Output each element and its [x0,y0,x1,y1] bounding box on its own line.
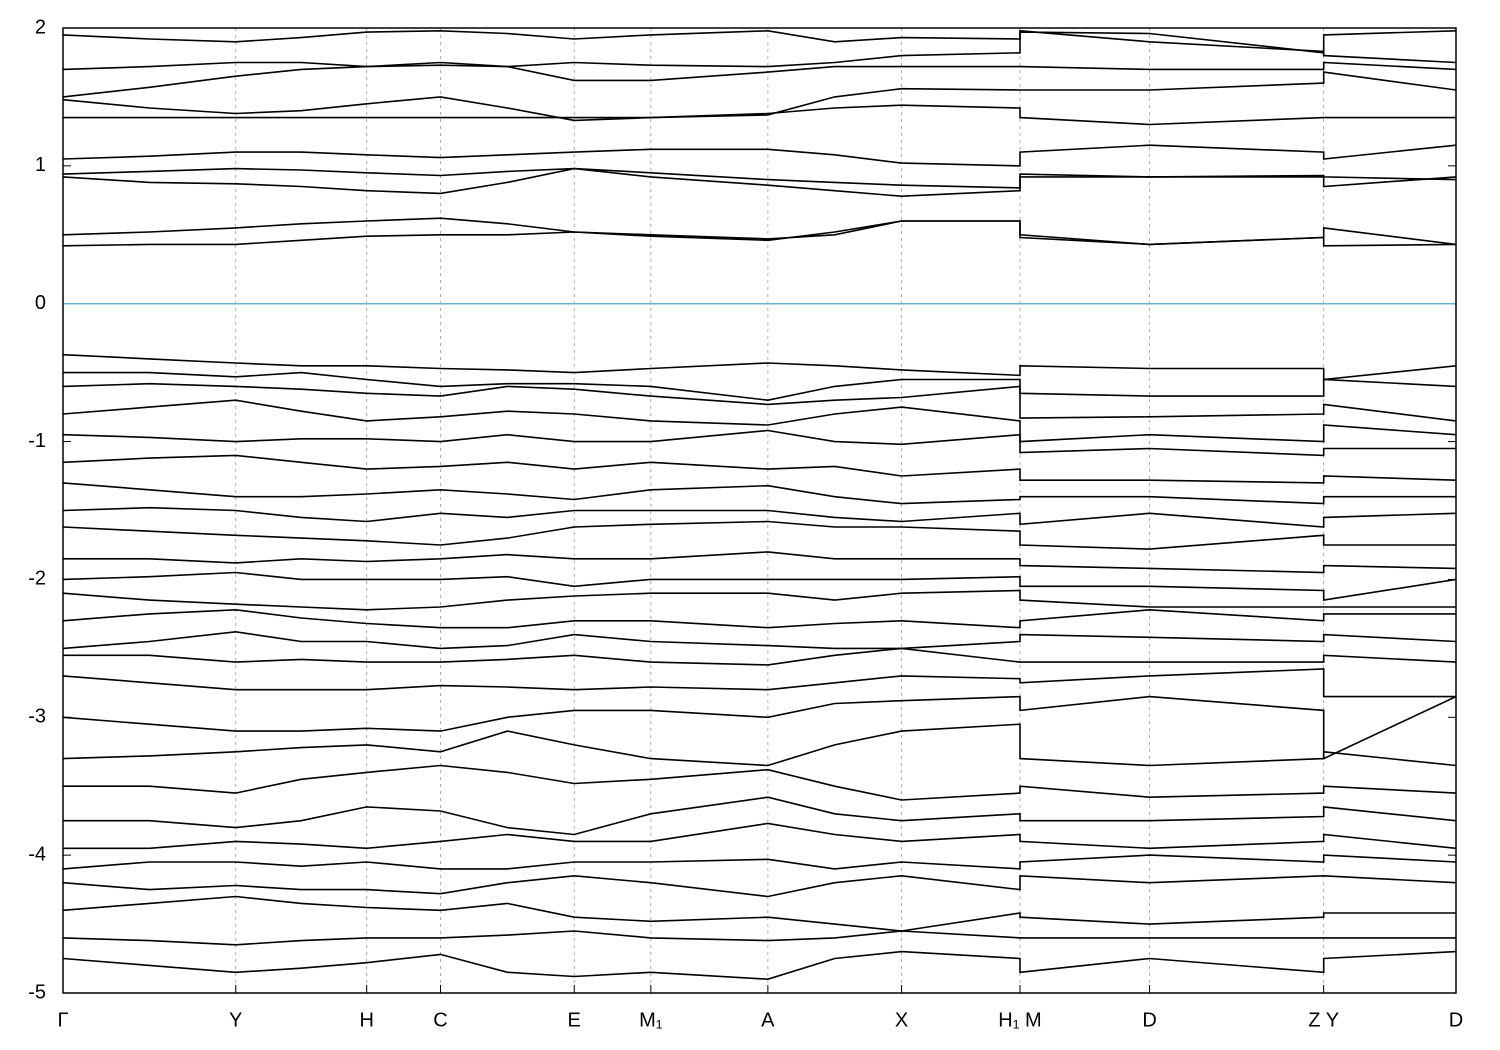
y-tick-label: 1 [35,154,46,176]
band-line [63,371,1456,402]
band-line [63,668,1456,698]
band-line [63,647,1456,666]
band-line [63,31,1456,71]
band-line [63,630,1456,650]
x-tick-label: D [1449,1009,1463,1031]
band-line [63,895,1456,932]
x-tick-label: D [1142,1009,1156,1031]
x-tick-label: C [433,1009,447,1031]
x-tick-label: Γ [57,1009,68,1031]
band-line [63,854,1456,870]
band-line [63,520,1456,550]
band-line [63,930,1456,946]
y-tick-label: -2 [28,568,46,590]
band-line [63,822,1456,850]
x-tick-label: H [359,1009,373,1031]
band-line [63,144,1456,167]
y-tick-label: -4 [28,843,46,865]
band-line [63,796,1456,836]
band-line [63,217,1456,247]
band-line [63,551,1456,574]
y-tick-label: 2 [35,16,46,38]
x-tick-label: Z Y [1308,1009,1339,1031]
band-line [63,71,1456,122]
x-tick-label: E [568,1009,581,1031]
x-tick-label: X [895,1009,908,1031]
x-tick-label: H₁ M [998,1009,1041,1031]
band-line [63,723,1456,767]
band-line [63,950,1456,981]
x-tick-label: A [761,1009,775,1031]
band-line [63,764,1456,801]
band-line [63,608,1456,629]
y-tick-label: -3 [28,706,46,728]
x-tick-label: M₁ [639,1009,663,1031]
band-line [63,454,1456,484]
plot-frame [62,27,1457,994]
band-line [63,874,1456,898]
band-line [63,382,1456,422]
x-tick-label: Y [229,1009,242,1031]
y-tick-label: 0 [35,292,46,314]
band-line [63,29,1456,53]
band-line [63,167,1456,189]
y-tick-label: -5 [28,981,46,1003]
band-line [63,695,1456,760]
band-line [63,399,1456,443]
band-line [63,589,1456,611]
band-line [63,571,1456,602]
band-line [63,482,1456,505]
band-line [63,61,1456,98]
band-line [63,353,1456,381]
y-tick-label: -1 [28,430,46,452]
band-line [63,506,1456,528]
band-line [63,429,1456,457]
